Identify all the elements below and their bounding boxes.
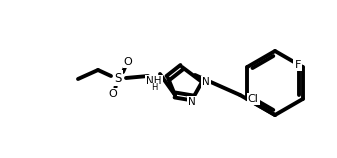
Text: O: O [124, 57, 132, 67]
Text: Cl: Cl [248, 94, 259, 104]
Text: H: H [151, 83, 157, 92]
Text: O: O [109, 89, 117, 99]
Text: S: S [114, 72, 122, 85]
Text: F: F [295, 60, 301, 70]
Text: N: N [202, 77, 210, 87]
Text: NH: NH [146, 76, 162, 86]
Text: N: N [188, 97, 196, 107]
